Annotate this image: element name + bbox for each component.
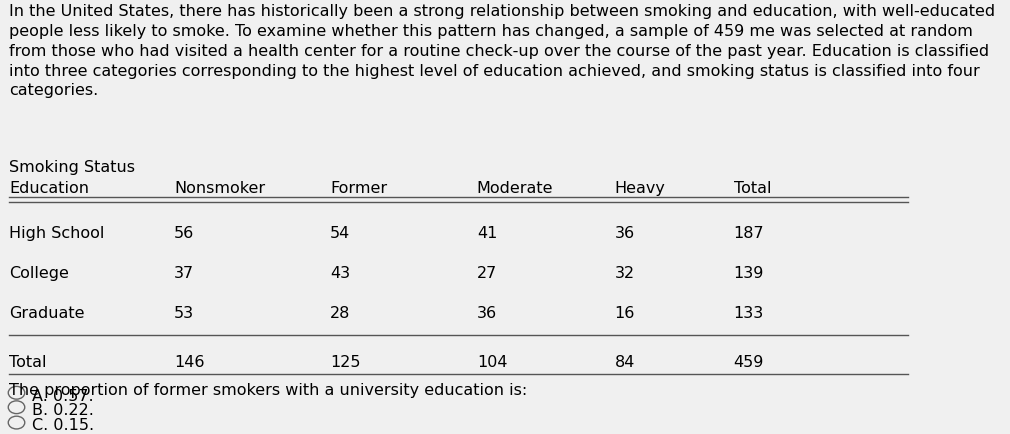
Text: 43: 43: [330, 266, 350, 280]
Text: Education: Education: [9, 181, 89, 195]
Text: 54: 54: [330, 225, 350, 240]
Text: 28: 28: [330, 306, 350, 321]
Text: Moderate: Moderate: [477, 181, 553, 195]
Text: 125: 125: [330, 355, 361, 370]
Text: 84: 84: [614, 355, 635, 370]
Text: Total: Total: [733, 181, 772, 195]
Text: 459: 459: [733, 355, 764, 370]
Text: College: College: [9, 266, 69, 280]
Text: 36: 36: [614, 225, 634, 240]
Text: 139: 139: [733, 266, 764, 280]
Text: 56: 56: [175, 225, 195, 240]
Text: Total: Total: [9, 355, 46, 370]
Text: A. 0.57.: A. 0.57.: [32, 388, 94, 403]
Text: The proportion of former smokers with a university education is:: The proportion of former smokers with a …: [9, 382, 527, 397]
Text: In the United States, there has historically been a strong relationship between : In the United States, there has historic…: [9, 4, 995, 98]
Text: 187: 187: [733, 225, 765, 240]
Text: B. 0.22.: B. 0.22.: [32, 402, 94, 417]
Text: 27: 27: [477, 266, 497, 280]
Text: Former: Former: [330, 181, 387, 195]
Text: 16: 16: [614, 306, 635, 321]
Text: 146: 146: [175, 355, 205, 370]
Text: C. 0.15.: C. 0.15.: [32, 418, 94, 432]
Text: Graduate: Graduate: [9, 306, 85, 321]
Text: 41: 41: [477, 225, 497, 240]
Text: 36: 36: [477, 306, 497, 321]
Text: Smoking Status: Smoking Status: [9, 159, 135, 174]
Text: 37: 37: [175, 266, 194, 280]
Text: Nonsmoker: Nonsmoker: [175, 181, 266, 195]
Text: 32: 32: [614, 266, 634, 280]
Text: 53: 53: [175, 306, 194, 321]
Text: 133: 133: [733, 306, 764, 321]
Text: High School: High School: [9, 225, 105, 240]
Text: Heavy: Heavy: [614, 181, 666, 195]
Text: 104: 104: [477, 355, 507, 370]
